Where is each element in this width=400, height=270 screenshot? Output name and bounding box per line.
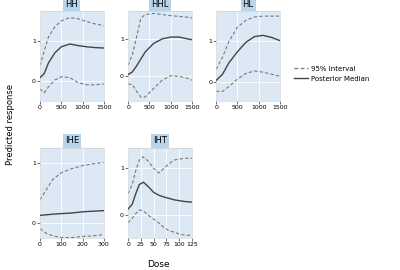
Text: Predicted response: Predicted response xyxy=(6,84,15,165)
Title: HHL: HHL xyxy=(151,0,169,9)
Title: IHE: IHE xyxy=(65,136,79,146)
Title: HL: HL xyxy=(242,0,254,9)
Text: Dose: Dose xyxy=(147,260,169,269)
Title: HH: HH xyxy=(66,0,78,9)
Title: IHT: IHT xyxy=(153,136,167,146)
Legend: 95% Interval, Posterior Median: 95% Interval, Posterior Median xyxy=(292,63,372,85)
